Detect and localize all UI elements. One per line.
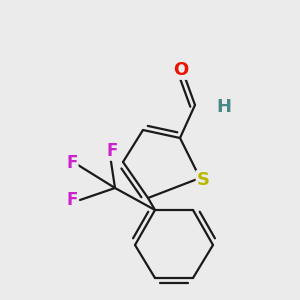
Text: H: H [217, 98, 232, 116]
Text: F: F [66, 154, 78, 172]
Text: S: S [196, 171, 209, 189]
Text: F: F [106, 142, 118, 160]
Text: O: O [173, 61, 189, 79]
Text: F: F [66, 191, 78, 209]
